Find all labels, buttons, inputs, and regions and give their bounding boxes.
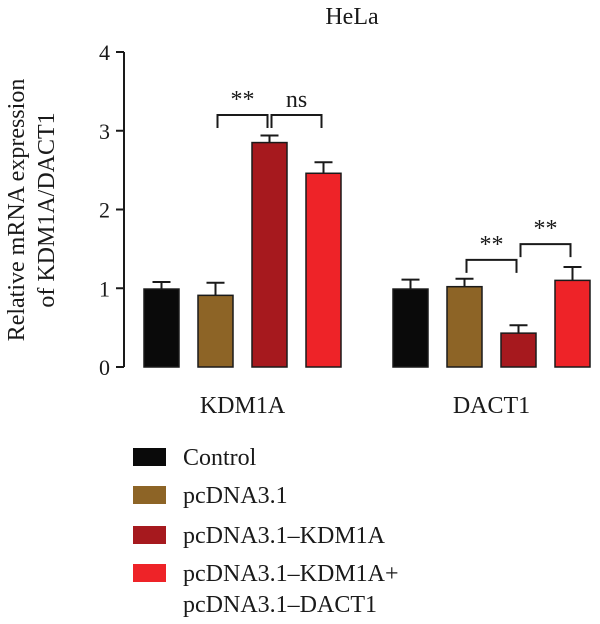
category-label: KDM1A bbox=[200, 393, 286, 419]
bar bbox=[500, 332, 537, 368]
y-tick-label: 0 bbox=[99, 355, 110, 380]
significance-bracket bbox=[465, 258, 518, 273]
legend: Control pcDNA3.1 pcDNA3.1–KDM1A pcDNA3.1–KD… bbox=[133, 445, 399, 618]
bar bbox=[143, 288, 180, 368]
y-tick-label: 4 bbox=[99, 40, 110, 65]
y-axis-label-line: Relative mRNA expression bbox=[4, 79, 30, 342]
legend-label: pcDNA3.1–KDM1A+ pcDNA3.1–DACT1 bbox=[183, 561, 399, 618]
bar bbox=[251, 141, 288, 368]
legend-swatch bbox=[133, 564, 166, 582]
y-axis-label-line: of KDM1A/DACT1 bbox=[34, 112, 60, 307]
significance-label: ns bbox=[286, 87, 307, 113]
legend-label-line: pcDNA3.1–DACT1 bbox=[183, 592, 377, 618]
bar bbox=[554, 279, 591, 368]
significance-label: ** bbox=[534, 216, 558, 242]
legend-swatch bbox=[133, 486, 166, 504]
legend-label-line: pcDNA3.1–KDM1A+ bbox=[183, 561, 399, 587]
bar bbox=[305, 172, 342, 368]
significance-bracket bbox=[216, 114, 269, 128]
legend-label-line: pcDNA3.1–KDM1A bbox=[183, 523, 386, 549]
bar bbox=[197, 294, 234, 368]
legend-label: pcDNA3.1 bbox=[183, 483, 288, 509]
bars-group bbox=[143, 134, 591, 368]
chart-title: HeLa bbox=[325, 4, 379, 30]
legend-swatch bbox=[133, 448, 166, 466]
category-label: DACT1 bbox=[453, 393, 530, 419]
bar bbox=[446, 285, 483, 368]
legend-label-line: Control bbox=[183, 445, 257, 471]
significance-bracket bbox=[519, 243, 572, 258]
significance-annotations: ** ns ** ** bbox=[216, 87, 572, 273]
legend-swatch bbox=[133, 526, 166, 544]
category-labels: KDM1A DACT1 bbox=[200, 393, 530, 419]
legend-label: pcDNA3.1–KDM1A bbox=[183, 523, 386, 549]
legend-label-line: pcDNA3.1 bbox=[183, 483, 288, 509]
bar bbox=[392, 288, 429, 368]
y-tick-label: 2 bbox=[99, 198, 110, 223]
y-tick-label: 1 bbox=[99, 276, 110, 301]
significance-bracket bbox=[270, 114, 323, 128]
significance-label: ** bbox=[231, 87, 255, 113]
axes: 0 1 2 3 4 bbox=[99, 40, 125, 380]
significance-label: ** bbox=[480, 232, 504, 258]
y-tick-label: 3 bbox=[99, 119, 110, 144]
y-axis-label: Relative mRNA expression of KDM1A/DACT1 bbox=[4, 79, 60, 342]
legend-label: Control bbox=[183, 445, 257, 471]
